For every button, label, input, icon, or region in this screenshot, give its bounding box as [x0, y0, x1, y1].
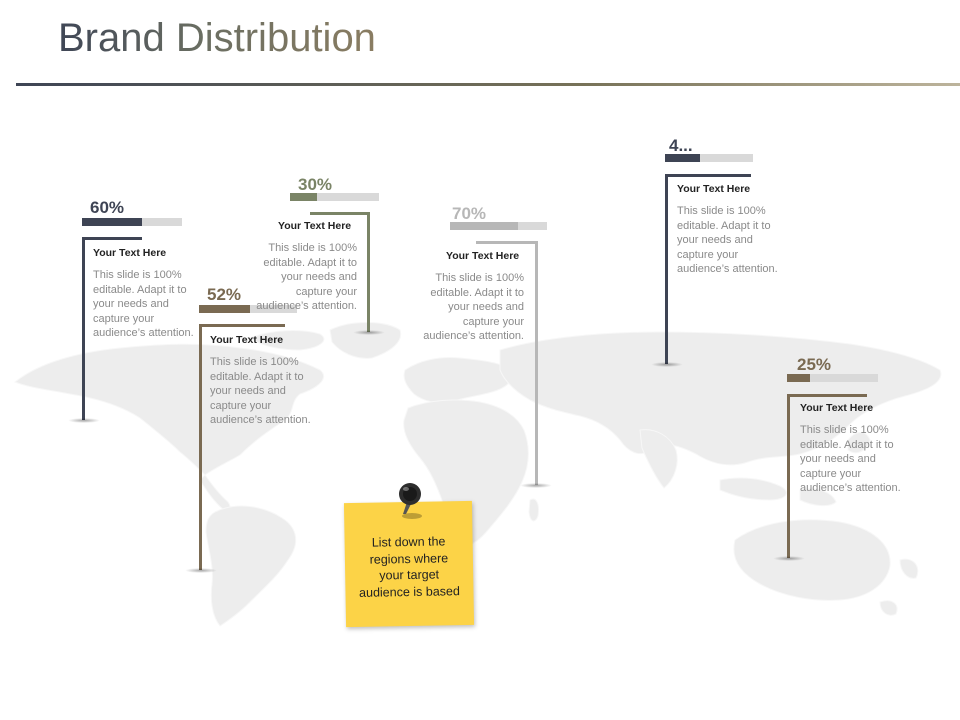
flag-percent: 60% [90, 198, 125, 217]
pole-shadow [773, 556, 805, 561]
progress-bar [665, 154, 753, 162]
world-map [14, 322, 942, 627]
flag-heading: Your Text Here [800, 402, 874, 414]
flag-arm [665, 174, 751, 177]
pole-shadow [651, 362, 683, 367]
progress-fill [665, 154, 701, 162]
flag-heading: Your Text Here [93, 247, 167, 259]
push-pin-icon [399, 483, 422, 519]
flag-pole [199, 324, 202, 570]
progress-fill [199, 305, 250, 313]
progress-bar [787, 374, 878, 382]
progress-bar [450, 222, 547, 230]
flag-heading: Your Text Here [278, 220, 352, 232]
flag-description: This slide is 100% editable. Adapt it to… [800, 424, 901, 494]
flag-description: This slide is 100% editable. Adapt it to… [210, 356, 311, 426]
pole-shadow [185, 568, 217, 573]
flag-percent: 52% [207, 285, 242, 304]
flag-description: This slide is 100% editable. Adapt it to… [256, 242, 357, 312]
flag-pole [665, 174, 668, 364]
progress-bar [82, 218, 182, 226]
flag-arm [82, 237, 142, 240]
flag-pole [82, 237, 85, 420]
flag-percent: 4... [669, 136, 693, 155]
flag-pole [787, 394, 790, 558]
sticky-note-text: List down the regions where your target … [358, 534, 460, 600]
pole-shadow [520, 483, 552, 488]
flag-heading: Your Text Here [446, 250, 520, 262]
page-title: Brand Distribution [58, 16, 376, 60]
flag-description: This slide is 100% editable. Adapt it to… [93, 269, 194, 339]
flag-description: This slide is 100% editable. Adapt it to… [677, 205, 778, 275]
progress-fill [787, 374, 810, 382]
title-divider [16, 83, 960, 86]
progress-fill [450, 222, 518, 230]
flag-heading: Your Text Here [677, 183, 751, 195]
flag-arm [310, 212, 370, 215]
flag-heading: Your Text Here [210, 334, 284, 346]
flag-pole [367, 212, 370, 332]
flag-percent: 25% [797, 355, 832, 374]
flag-arm [199, 324, 285, 327]
progress-bar [290, 193, 379, 201]
progress-fill [290, 193, 317, 201]
progress-bar [199, 305, 297, 313]
flag-pole [535, 241, 538, 485]
flag-description: This slide is 100% editable. Adapt it to… [423, 272, 524, 342]
pole-shadow [353, 330, 385, 335]
flag-percent: 70% [452, 204, 487, 223]
flag-arm [476, 241, 538, 244]
flag-arm [787, 394, 867, 397]
pole-shadow [68, 418, 100, 423]
progress-fill [82, 218, 142, 226]
flag-percent: 30% [298, 175, 333, 194]
